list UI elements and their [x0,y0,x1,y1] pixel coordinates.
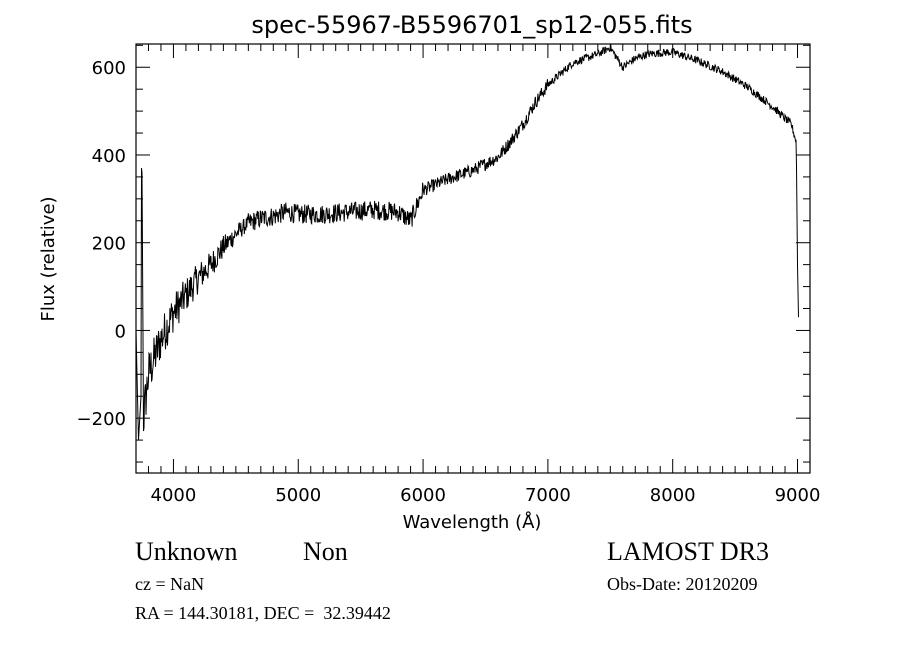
spectrum-line [135,44,799,441]
y-axis-label: Flux (relative) [38,196,59,321]
survey-label: LAMOST DR3 [607,537,769,566]
x-tick-label: 6000 [400,485,446,506]
x-tick-label: 8000 [650,485,696,506]
x-tick-label: 4000 [151,485,197,506]
object-subclass: Non [303,537,348,566]
chart-title: spec-55967-B5596701_sp12-055.fits [251,11,692,39]
x-tick-label: 7000 [525,485,571,506]
cz-value: cz = NaN [135,574,204,594]
obs-date: Obs-Date: 20120209 [607,574,757,594]
coordinates: RA = 144.30181, DEC = 32.39442 [135,603,391,623]
x-tick-label: 5000 [275,485,321,506]
y-tick-label: 200 [92,234,126,255]
y-tick-label: 0 [115,321,126,342]
y-tick-label: 400 [92,146,126,167]
x-axis-label: Wavelength (Å) [403,511,542,533]
plot-frame [135,43,811,474]
object-class: Unknown [135,537,238,566]
y-tick-label: −200 [77,409,126,430]
x-tick-label: 9000 [775,485,821,506]
y-tick-label: 600 [92,58,126,79]
